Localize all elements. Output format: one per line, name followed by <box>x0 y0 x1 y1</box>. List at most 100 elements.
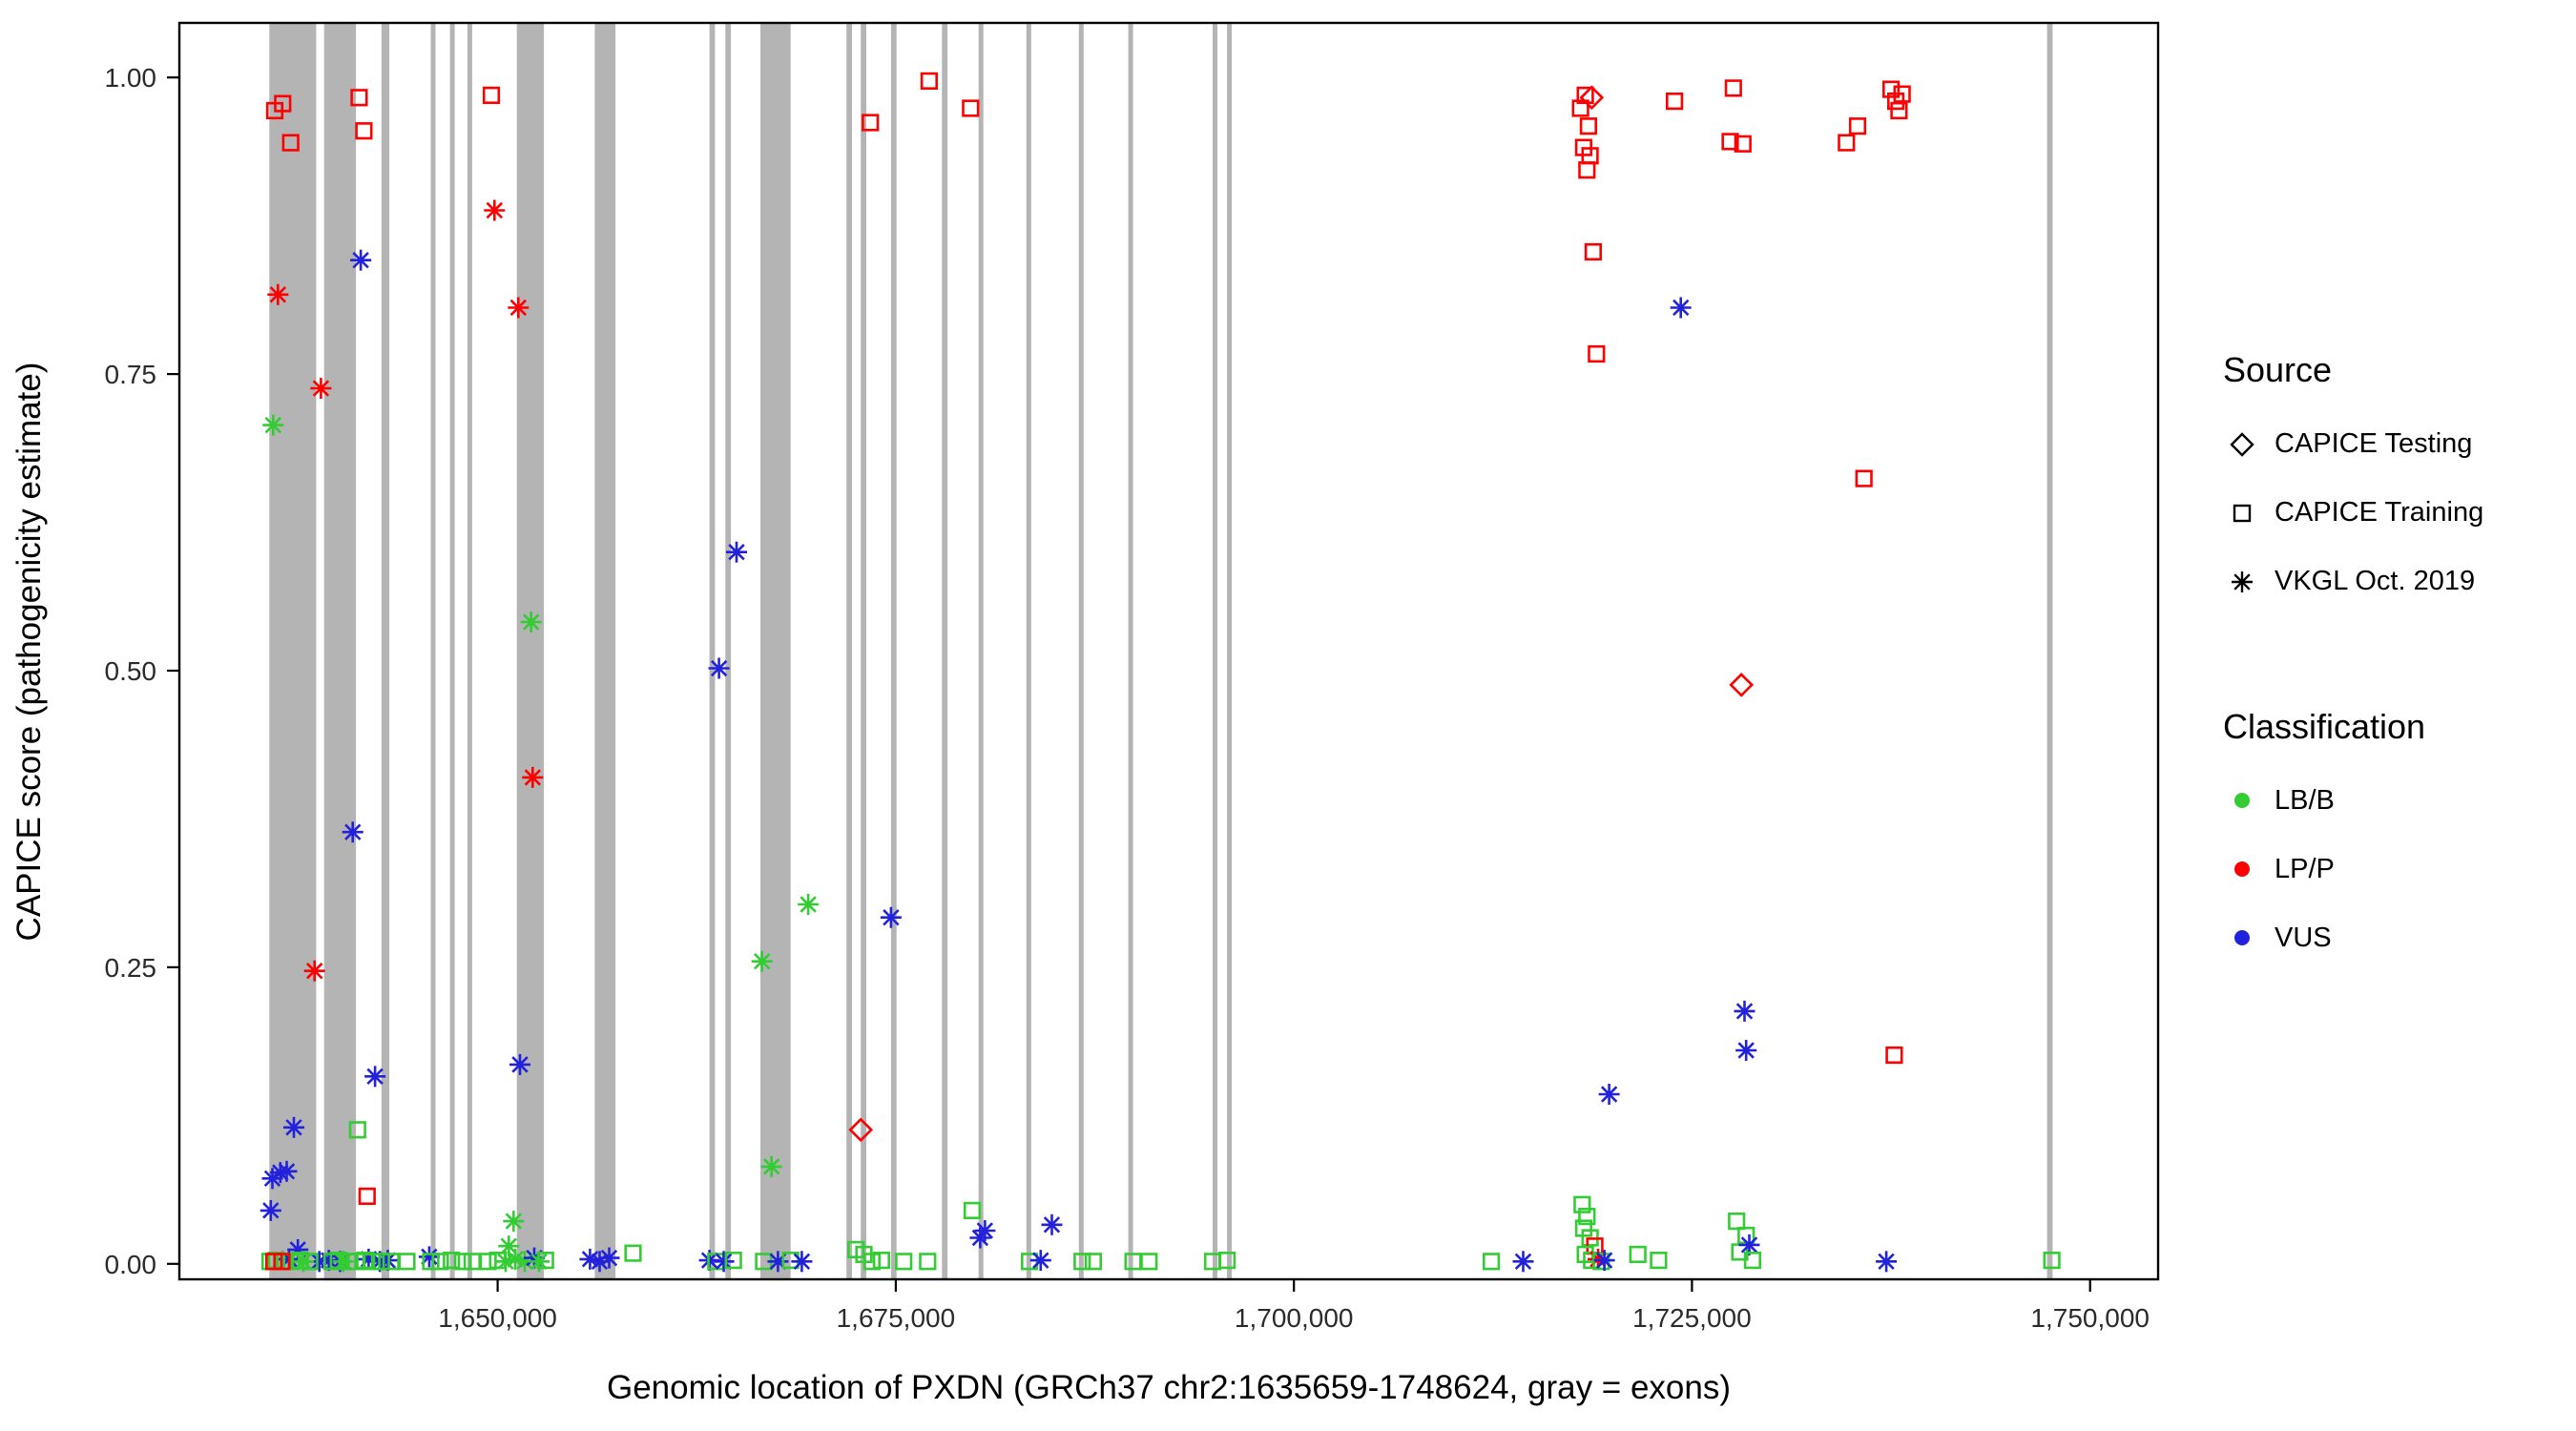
legend-source-title: Source <box>2223 350 2333 389</box>
exon-band <box>725 23 732 1279</box>
data-point <box>262 414 284 436</box>
data-point <box>350 249 372 271</box>
data-point <box>919 1253 937 1271</box>
legend-label-vkgl: VKGL Oct. 2019 <box>2275 566 2476 597</box>
scatter-plot: 1,650,000 1,675,000 1,700,000 1,725,000 1,75… <box>10 21 2160 1406</box>
data-point <box>1579 117 1597 135</box>
data-point <box>332 1251 354 1273</box>
data-point <box>1593 1250 1615 1272</box>
data-point <box>342 821 364 843</box>
asterisk-marker-icon <box>2223 563 2261 601</box>
data-point <box>364 1066 386 1088</box>
data-point <box>536 1252 554 1270</box>
data-point <box>848 1117 874 1143</box>
data-point <box>398 1253 416 1271</box>
x-axis-title: Genomic location of PXDN (GRCh37 chr2:16… <box>607 1369 1731 1406</box>
data-point <box>1848 117 1867 135</box>
data-point <box>482 86 501 104</box>
data-point <box>1588 344 1606 363</box>
legend-classification-block: Classification LB/B LP/P <box>2223 706 2572 973</box>
data-point <box>1734 1000 1755 1022</box>
data-point <box>872 1252 890 1270</box>
green-circle-marker-icon <box>2223 781 2261 819</box>
data-point <box>726 541 747 563</box>
data-point <box>276 1160 298 1182</box>
data-point <box>514 1251 535 1273</box>
data-point <box>1650 1252 1668 1270</box>
exon-band <box>516 23 545 1279</box>
data-point <box>1743 1252 1761 1270</box>
data-point <box>508 297 530 319</box>
exon-band <box>381 23 390 1279</box>
data-point <box>1578 1208 1596 1226</box>
exon-band <box>846 23 852 1279</box>
data-point <box>443 1252 461 1270</box>
data-point <box>281 134 300 152</box>
data-point <box>1029 1250 1051 1272</box>
legend-item-capice-training: CAPICE Training <box>2223 479 2572 548</box>
data-point <box>1571 99 1589 117</box>
data-point <box>1578 161 1596 179</box>
data-point <box>372 1253 390 1271</box>
data-point <box>260 1199 281 1221</box>
y-tick-label: 0.50 <box>105 656 157 686</box>
data-point <box>920 72 938 90</box>
data-point <box>760 1155 782 1177</box>
exon-band <box>269 23 317 1279</box>
y-tick-label: 0.25 <box>105 953 157 983</box>
data-point <box>962 99 980 117</box>
y-tick-label: 1.00 <box>105 63 157 93</box>
legend-classification-title: Classification <box>2223 706 2426 746</box>
data-point <box>708 657 730 679</box>
legend-label-capice-training: CAPICE Training <box>2275 497 2484 529</box>
data-point <box>1140 1253 1158 1271</box>
data-point <box>1882 80 1901 98</box>
data-point <box>974 1220 996 1241</box>
data-point <box>1728 1213 1746 1231</box>
exon-band <box>1213 23 1217 1279</box>
y-axis-title: CAPICE score (pathogenicity estimate) <box>10 363 48 942</box>
data-point <box>880 906 902 928</box>
blue-circle-marker-icon <box>2223 919 2261 957</box>
exon-band <box>760 23 791 1279</box>
data-point <box>431 1253 449 1271</box>
data-point <box>1084 1253 1102 1271</box>
data-point <box>791 1251 813 1273</box>
data-point <box>713 1251 735 1273</box>
data-point <box>484 199 506 221</box>
data-point <box>503 1211 525 1233</box>
data-point <box>505 1248 526 1270</box>
data-point <box>1885 1046 1903 1065</box>
data-point <box>2043 1252 2061 1270</box>
data-point <box>963 1201 982 1219</box>
data-point <box>1729 673 1755 697</box>
x-tick-label: 1,700,000 <box>1235 1303 1354 1333</box>
data-point <box>293 1251 314 1273</box>
panel-background <box>179 23 2158 1279</box>
data-point <box>1073 1253 1091 1271</box>
data-point <box>1735 1040 1757 1061</box>
data-point <box>751 950 773 972</box>
data-point <box>273 1253 291 1271</box>
legend-label-capice-testing: CAPICE Testing <box>2275 428 2473 460</box>
exon-band <box>1078 23 1084 1279</box>
legend-label-lpp: LP/P <box>2275 853 2335 884</box>
data-point <box>520 612 542 633</box>
data-point <box>1512 1251 1534 1273</box>
data-point <box>1724 79 1742 97</box>
data-point <box>862 1253 881 1271</box>
data-point <box>798 894 820 915</box>
panel-border <box>177 21 2160 1281</box>
data-point <box>598 1247 620 1269</box>
exon-band <box>709 23 716 1279</box>
x-tick-label: 1,725,000 <box>1632 1303 1752 1333</box>
diamond-marker-icon <box>2223 425 2261 464</box>
data-point <box>862 114 880 132</box>
data-point <box>1734 135 1752 153</box>
data-point <box>1483 1253 1501 1271</box>
y-tick-label: 0.00 <box>105 1250 157 1279</box>
exon-band <box>1026 23 1031 1279</box>
legend-source-block: Source CAPICE Testing CAPICE Training <box>2223 351 2572 616</box>
exon-band <box>323 23 357 1279</box>
